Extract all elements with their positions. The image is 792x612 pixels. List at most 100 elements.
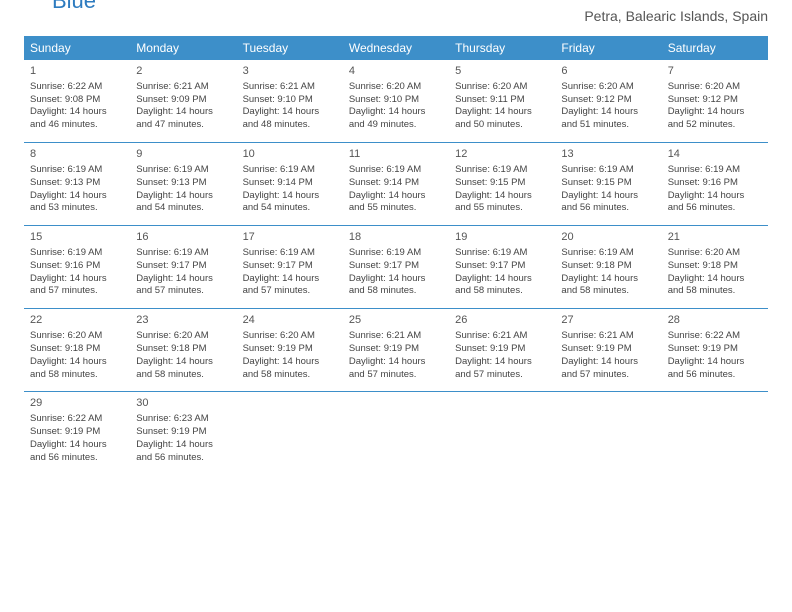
sunrise-line: Sunrise: 6:20 AM — [30, 330, 124, 343]
sunset-line: Sunset: 9:13 PM — [136, 177, 230, 190]
sunrise-line: Sunrise: 6:22 AM — [30, 81, 124, 94]
sunset-line: Sunset: 9:09 PM — [136, 94, 230, 107]
sunrise-line: Sunrise: 6:19 AM — [455, 164, 549, 177]
daylight-line: Daylight: 14 hours and 58 minutes. — [136, 356, 230, 382]
daylight-line: Daylight: 14 hours and 53 minutes. — [30, 190, 124, 216]
daylight-line: Daylight: 14 hours and 56 minutes. — [30, 439, 124, 465]
sunset-line: Sunset: 9:16 PM — [668, 177, 762, 190]
title-block-2: June 2025 Petra, Balearic Islands, Spain — [584, 0, 768, 24]
sunset-line: Sunset: 9:19 PM — [349, 343, 443, 356]
sunset-line: Sunset: 9:12 PM — [668, 94, 762, 107]
calendar-week-row: 15Sunrise: 6:19 AMSunset: 9:16 PMDayligh… — [24, 226, 768, 309]
calendar-day-cell: 25Sunrise: 6:21 AMSunset: 9:19 PMDayligh… — [343, 309, 449, 392]
daylight-line: Daylight: 14 hours and 55 minutes. — [455, 190, 549, 216]
calendar-day-cell: 16Sunrise: 6:19 AMSunset: 9:17 PMDayligh… — [130, 226, 236, 309]
sunset-line: Sunset: 9:15 PM — [561, 177, 655, 190]
weekday-header: Friday — [555, 36, 661, 60]
calendar-day-cell: 29Sunrise: 6:22 AMSunset: 9:19 PMDayligh… — [24, 392, 130, 475]
sunrise-line: Sunrise: 6:20 AM — [668, 81, 762, 94]
calendar-day-cell — [662, 392, 768, 475]
day-number: 25 — [349, 313, 443, 328]
calendar-day-cell: 30Sunrise: 6:23 AMSunset: 9:19 PMDayligh… — [130, 392, 236, 475]
calendar-day-cell: 2Sunrise: 6:21 AMSunset: 9:09 PMDaylight… — [130, 60, 236, 143]
sunrise-line: Sunrise: 6:23 AM — [136, 413, 230, 426]
daylight-line: Daylight: 14 hours and 56 minutes. — [136, 439, 230, 465]
weekday-header: Sunday — [24, 36, 130, 60]
calendar-day-cell: 6Sunrise: 6:20 AMSunset: 9:12 PMDaylight… — [555, 60, 661, 143]
day-number: 12 — [455, 147, 549, 162]
calendar-day-cell: 23Sunrise: 6:20 AMSunset: 9:18 PMDayligh… — [130, 309, 236, 392]
calendar-day-cell: 22Sunrise: 6:20 AMSunset: 9:18 PMDayligh… — [24, 309, 130, 392]
daylight-line: Daylight: 14 hours and 58 minutes. — [30, 356, 124, 382]
sunset-line: Sunset: 9:19 PM — [136, 426, 230, 439]
sunrise-line: Sunrise: 6:20 AM — [455, 81, 549, 94]
calendar-day-cell — [237, 392, 343, 475]
calendar-week-row: 29Sunrise: 6:22 AMSunset: 9:19 PMDayligh… — [24, 392, 768, 475]
sunset-line: Sunset: 9:10 PM — [243, 94, 337, 107]
sunset-line: Sunset: 9:14 PM — [243, 177, 337, 190]
day-number: 14 — [668, 147, 762, 162]
logo-word-2: Blue — [52, 0, 127, 12]
sunset-line: Sunset: 9:17 PM — [243, 260, 337, 273]
day-number: 3 — [243, 64, 337, 79]
weekday-header-row: Sunday Monday Tuesday Wednesday Thursday… — [24, 36, 768, 60]
sunrise-line: Sunrise: 6:19 AM — [30, 164, 124, 177]
daylight-line: Daylight: 14 hours and 49 minutes. — [349, 106, 443, 132]
sunset-line: Sunset: 9:19 PM — [561, 343, 655, 356]
daylight-line: Daylight: 14 hours and 54 minutes. — [136, 190, 230, 216]
daylight-line: Daylight: 14 hours and 54 minutes. — [243, 190, 337, 216]
daylight-line: Daylight: 14 hours and 58 minutes. — [243, 356, 337, 382]
daylight-line: Daylight: 14 hours and 57 minutes. — [455, 356, 549, 382]
calendar-day-cell: 7Sunrise: 6:20 AMSunset: 9:12 PMDaylight… — [662, 60, 768, 143]
month-title-2: June 2025 — [584, 0, 768, 4]
day-number: 23 — [136, 313, 230, 328]
daylight-line: Daylight: 14 hours and 56 minutes. — [668, 356, 762, 382]
day-number: 8 — [30, 147, 124, 162]
daylight-line: Daylight: 14 hours and 48 minutes. — [243, 106, 337, 132]
sunset-line: Sunset: 9:13 PM — [30, 177, 124, 190]
sunrise-line: Sunrise: 6:22 AM — [668, 330, 762, 343]
sunset-line: Sunset: 9:16 PM — [30, 260, 124, 273]
calendar-day-cell: 11Sunrise: 6:19 AMSunset: 9:14 PMDayligh… — [343, 143, 449, 226]
calendar-day-cell: 13Sunrise: 6:19 AMSunset: 9:15 PMDayligh… — [555, 143, 661, 226]
sunrise-line: Sunrise: 6:19 AM — [668, 164, 762, 177]
sunrise-line: Sunrise: 6:20 AM — [349, 81, 443, 94]
calendar-day-cell: 20Sunrise: 6:19 AMSunset: 9:18 PMDayligh… — [555, 226, 661, 309]
calendar-day-cell — [449, 392, 555, 475]
calendar-day-cell: 3Sunrise: 6:21 AMSunset: 9:10 PMDaylight… — [237, 60, 343, 143]
sunset-line: Sunset: 9:14 PM — [349, 177, 443, 190]
day-number: 9 — [136, 147, 230, 162]
weekday-header: Tuesday — [237, 36, 343, 60]
sunrise-line: Sunrise: 6:20 AM — [668, 247, 762, 260]
calendar-day-cell — [343, 392, 449, 475]
sunrise-line: Sunrise: 6:22 AM — [30, 413, 124, 426]
sunset-line: Sunset: 9:17 PM — [136, 260, 230, 273]
day-number: 11 — [349, 147, 443, 162]
sunrise-line: Sunrise: 6:19 AM — [243, 164, 337, 177]
sunset-line: Sunset: 9:19 PM — [30, 426, 124, 439]
day-number: 7 — [668, 64, 762, 79]
daylight-line: Daylight: 14 hours and 55 minutes. — [349, 190, 443, 216]
sunrise-line: Sunrise: 6:19 AM — [30, 247, 124, 260]
calendar-week-row: 22Sunrise: 6:20 AMSunset: 9:18 PMDayligh… — [24, 309, 768, 392]
calendar-day-cell: 9Sunrise: 6:19 AMSunset: 9:13 PMDaylight… — [130, 143, 236, 226]
day-number: 19 — [455, 230, 549, 245]
day-number: 21 — [668, 230, 762, 245]
calendar-day-cell: 17Sunrise: 6:19 AMSunset: 9:17 PMDayligh… — [237, 226, 343, 309]
day-number: 16 — [136, 230, 230, 245]
calendar-day-cell: 24Sunrise: 6:20 AMSunset: 9:19 PMDayligh… — [237, 309, 343, 392]
daylight-line: Daylight: 14 hours and 58 minutes. — [455, 273, 549, 299]
sunset-line: Sunset: 9:10 PM — [349, 94, 443, 107]
calendar-day-cell: 4Sunrise: 6:20 AMSunset: 9:10 PMDaylight… — [343, 60, 449, 143]
daylight-line: Daylight: 14 hours and 57 minutes. — [30, 273, 124, 299]
calendar-day-cell: 18Sunrise: 6:19 AMSunset: 9:17 PMDayligh… — [343, 226, 449, 309]
sunrise-line: Sunrise: 6:20 AM — [561, 81, 655, 94]
calendar-day-cell: 21Sunrise: 6:20 AMSunset: 9:18 PMDayligh… — [662, 226, 768, 309]
daylight-line: Daylight: 14 hours and 47 minutes. — [136, 106, 230, 132]
daylight-line: Daylight: 14 hours and 56 minutes. — [668, 190, 762, 216]
calendar-day-cell: 26Sunrise: 6:21 AMSunset: 9:19 PMDayligh… — [449, 309, 555, 392]
weekday-header: Thursday — [449, 36, 555, 60]
calendar-day-cell: 27Sunrise: 6:21 AMSunset: 9:19 PMDayligh… — [555, 309, 661, 392]
daylight-line: Daylight: 14 hours and 57 minutes. — [243, 273, 337, 299]
sunset-line: Sunset: 9:08 PM — [30, 94, 124, 107]
